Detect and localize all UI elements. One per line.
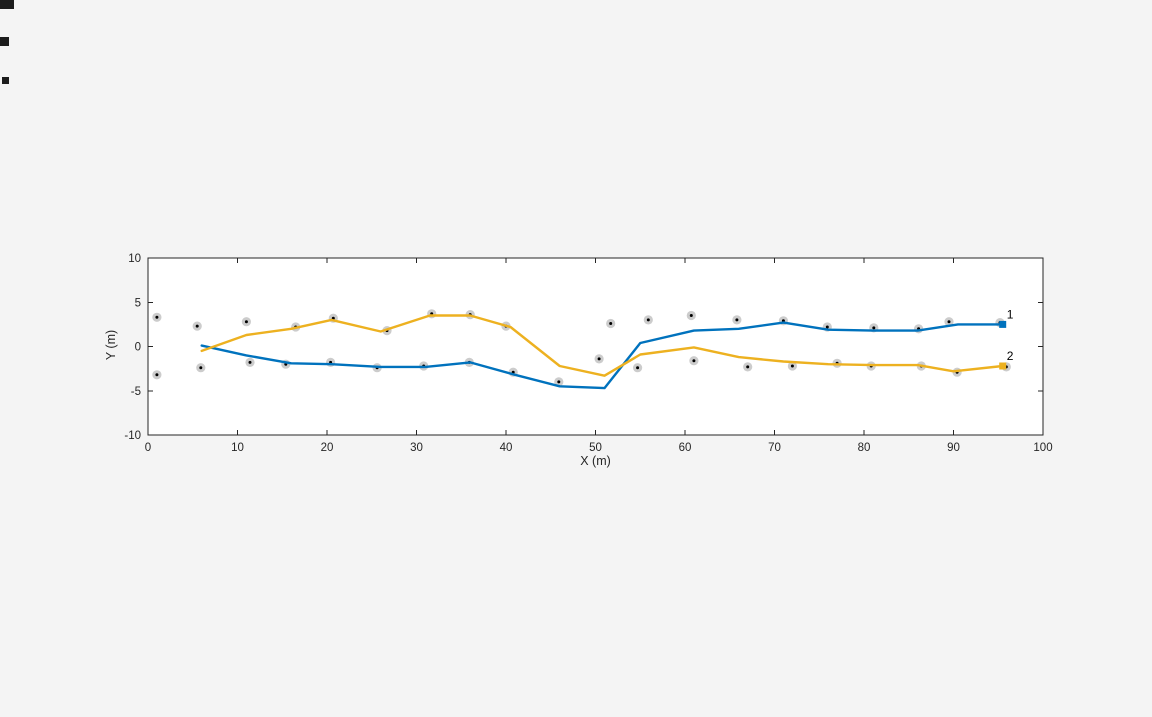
screen-artifact-3 [2, 77, 9, 84]
x-axis-label: X (m) [580, 454, 611, 468]
svg-text:10: 10 [128, 253, 141, 265]
svg-text:70: 70 [768, 442, 781, 454]
svg-text:0: 0 [135, 342, 141, 354]
svg-text:90: 90 [947, 442, 960, 454]
svg-text:1: 1 [1007, 307, 1014, 321]
svg-text:50: 50 [589, 442, 602, 454]
y-axis-label: Y (m) [104, 329, 118, 361]
svg-text:80: 80 [858, 442, 871, 454]
svg-text:10: 10 [231, 442, 244, 454]
svg-text:30: 30 [410, 442, 423, 454]
svg-text:100: 100 [1033, 442, 1052, 454]
screen-artifact-1 [0, 0, 14, 9]
svg-text:5: 5 [135, 297, 141, 309]
svg-text:20: 20 [321, 442, 334, 454]
svg-text:-5: -5 [131, 386, 141, 398]
svg-text:40: 40 [500, 442, 513, 454]
screen-artifact-2 [0, 37, 9, 46]
svg-text:2: 2 [1007, 349, 1014, 363]
svg-text:0: 0 [145, 442, 151, 454]
svg-text:-10: -10 [124, 430, 141, 442]
svg-text:60: 60 [679, 442, 692, 454]
